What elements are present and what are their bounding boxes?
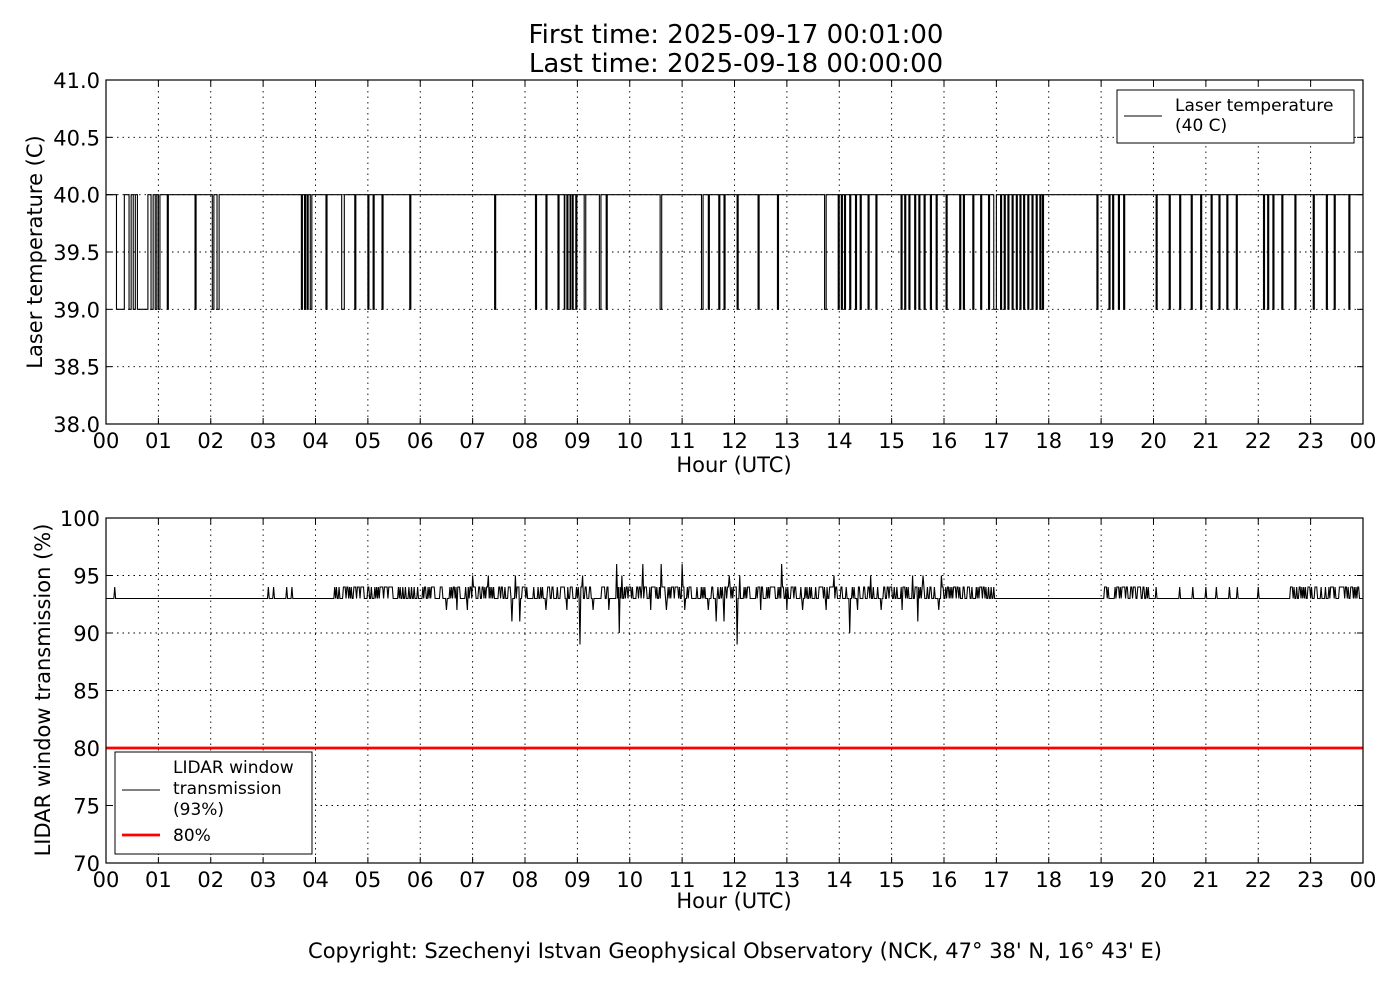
top-ticks [105, 79, 1364, 425]
bottom-x-tick-label: 23 [1297, 868, 1324, 892]
bottom-x-tick-label: 03 [250, 868, 277, 892]
top-y-tick-label: 41.0 [53, 69, 100, 93]
top-x-tick-label: 17 [983, 429, 1010, 453]
bottom-x-tick-label: 05 [355, 868, 382, 892]
top-x-tick-label: 19 [1088, 429, 1115, 453]
bottom-x-tick-label: 21 [1193, 868, 1220, 892]
top-x-tick-label: 02 [197, 429, 224, 453]
top-y-tick-label: 40.5 [53, 126, 100, 150]
bottom-y-axis-label: LIDAR window transmission (%) [31, 524, 55, 857]
bottom-x-tick-label: 06 [407, 868, 434, 892]
bottom-x-tick-label: 12 [721, 868, 748, 892]
copyright-footer: Copyright: Szechenyi Istvan Geophysical … [308, 939, 1162, 963]
top-y-axis-label: Laser temperature (C) [23, 135, 47, 368]
top-x-tick-label: 09 [564, 429, 591, 453]
top-x-tick-label: 21 [1193, 429, 1220, 453]
bottom-x-tick-label: 00 [93, 868, 120, 892]
bottom-legend-label-80: 80% [173, 826, 211, 846]
figure-title-line-1: First time: 2025-09-17 00:01:00 [529, 20, 944, 50]
bottom-legend: LIDAR window transmission (93%) 80% [114, 751, 313, 855]
top-x-tick-label: 18 [1035, 429, 1062, 453]
top-x-tick-label: 03 [250, 429, 277, 453]
lidar-transmission-line [106, 563, 1363, 645]
bottom-y-tick-label: 95 [73, 565, 100, 589]
bottom-x-tick-label: 20 [1140, 868, 1167, 892]
bottom-legend-box [114, 751, 313, 855]
top-legend-label: Laser temperature (40 C) [1175, 96, 1333, 136]
bottom-y-tick-label: 85 [73, 680, 100, 704]
legend-line: (40 C) [1175, 116, 1227, 136]
bottom-x-tick-label: 14 [826, 868, 853, 892]
bottom-x-tick-label: 08 [512, 868, 539, 892]
top-plot-frame [105, 79, 1364, 425]
bottom-y-tick-label: 100 [60, 507, 100, 531]
top-x-tick-label: 12 [721, 429, 748, 453]
bottom-plot-frame [105, 517, 1364, 864]
bottom-x-tick-label: 13 [774, 868, 801, 892]
bottom-x-tick-label: 10 [616, 868, 643, 892]
lidar-transmission-chart: 00 01 02 03 04 05 06 07 08 09 10 11 12 13 14 15 16 17 18 19… [31, 507, 1376, 913]
bottom-x-tick-label: 19 [1088, 868, 1115, 892]
bottom-tick-labels: 00 01 02 03 04 05 06 07 08 09 10 11 12 13 14 15 16 17 18 19… [60, 507, 1376, 892]
top-x-tick-label: 20 [1140, 429, 1167, 453]
bottom-x-tick-label: 15 [878, 868, 905, 892]
top-x-tick-label: 11 [669, 429, 696, 453]
top-x-tick-label: 14 [826, 429, 853, 453]
bottom-x-tick-label: 09 [564, 868, 591, 892]
bottom-x-tick-label: 07 [459, 868, 486, 892]
top-x-tick-label: 13 [774, 429, 801, 453]
top-y-tick-label: 38.5 [53, 356, 100, 380]
bottom-y-tick-label: 80 [73, 737, 100, 761]
bottom-x-tick-label: 17 [983, 868, 1010, 892]
top-y-tick-label: 39.0 [53, 298, 100, 322]
top-y-tick-label: 38.0 [53, 413, 100, 437]
top-x-tick-label: 00 [1350, 429, 1377, 453]
figure-title-line-2: Last time: 2025-09-18 00:00:00 [529, 49, 943, 79]
legend-line: LIDAR window [173, 758, 294, 778]
top-x-tick-label: 08 [512, 429, 539, 453]
bottom-x-tick-label: 04 [302, 868, 329, 892]
bottom-y-tick-label: 75 [73, 795, 100, 819]
top-x-tick-label: 23 [1297, 429, 1324, 453]
laser-temperature-chart: 00 01 02 03 04 05 06 07 08 09 10 11 12 13 14 15 16 17 18 19… [23, 69, 1376, 477]
bottom-series [106, 563, 1363, 750]
top-x-axis-label: Hour (UTC) [676, 453, 791, 477]
top-x-tick-label: 07 [459, 429, 486, 453]
top-x-tick-label: 15 [878, 429, 905, 453]
laser-temperature-line [106, 194, 1363, 310]
bottom-x-axis-label: Hour (UTC) [676, 889, 791, 913]
bottom-y-tick-label: 90 [73, 622, 100, 646]
top-x-tick-label: 10 [616, 429, 643, 453]
top-x-tick-label: 22 [1245, 429, 1272, 453]
top-x-tick-label: 05 [355, 429, 382, 453]
top-x-tick-label: 04 [302, 429, 329, 453]
bottom-x-tick-label: 11 [669, 868, 696, 892]
bottom-x-tick-label: 18 [1035, 868, 1062, 892]
top-y-tick-label: 39.5 [53, 241, 100, 265]
bottom-legend-label-transmission: LIDAR window transmission (93%) [173, 758, 294, 820]
top-tick-labels: 00 01 02 03 04 05 06 07 08 09 10 11 12 13 14 15 16 17 18 19… [53, 69, 1376, 453]
legend-line: transmission [173, 779, 282, 799]
top-x-tick-label: 01 [145, 429, 172, 453]
bottom-x-tick-label: 22 [1245, 868, 1272, 892]
top-y-tick-label: 40.0 [53, 184, 100, 208]
top-x-tick-label: 06 [407, 429, 434, 453]
bottom-x-tick-label: 16 [931, 868, 958, 892]
bottom-x-tick-label: 01 [145, 868, 172, 892]
bottom-y-tick-label: 70 [73, 852, 100, 876]
legend-line: (93%) [173, 800, 224, 820]
legend-line: Laser temperature [1175, 96, 1333, 116]
top-series [106, 194, 1363, 310]
top-legend: Laser temperature (40 C) [1116, 89, 1355, 144]
bottom-x-tick-label: 02 [197, 868, 224, 892]
bottom-x-tick-label: 00 [1350, 868, 1377, 892]
top-x-tick-label: 00 [93, 429, 120, 453]
top-x-tick-label: 16 [931, 429, 958, 453]
